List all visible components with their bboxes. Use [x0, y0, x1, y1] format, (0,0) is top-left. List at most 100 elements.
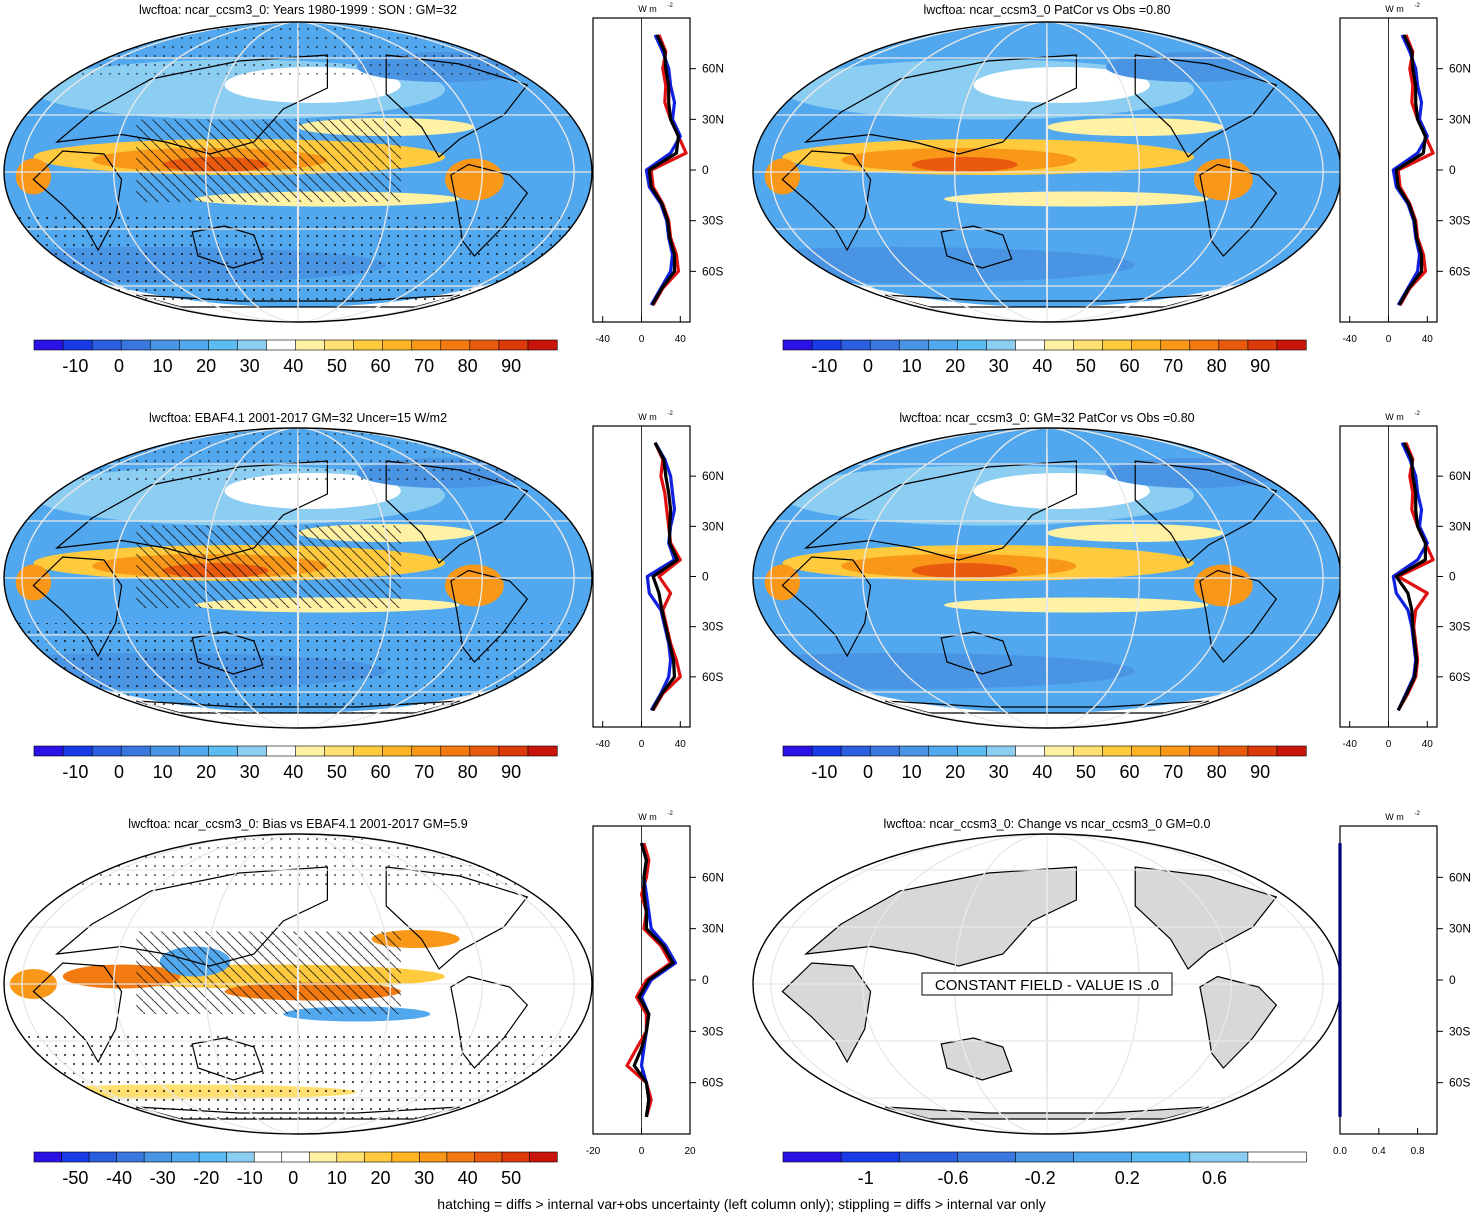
- profile-series-line: [1394, 442, 1428, 712]
- profile-obs-clim: -40 0 40 60N 30N 0 30S 60S W m -2: [592, 411, 724, 750]
- units-exponent: -2: [668, 811, 674, 817]
- meridian: [205, 428, 391, 728]
- colorbar-swatch: [869, 745, 900, 757]
- colorbar-swatch: [116, 1151, 145, 1163]
- lat-tick-label: 60S: [702, 1076, 723, 1090]
- colorbar-tick-label: 20: [196, 762, 216, 782]
- meridian: [113, 428, 483, 728]
- lat-tick-label: 60N: [702, 62, 724, 76]
- colorbar-swatch: [208, 745, 238, 757]
- coastline: [1134, 460, 1278, 564]
- colorbar-swatch: [1073, 745, 1104, 757]
- colorbar-swatch: [33, 745, 64, 757]
- colorbar-model-clim-2: -10 0 10 20 30 40 50 60 70 80 90: [782, 339, 1307, 376]
- profile-series-line: [1391, 34, 1429, 306]
- meridian: [862, 428, 1232, 728]
- colorbar-swatch: [1015, 745, 1046, 757]
- x-tick-label: -40: [1342, 739, 1357, 750]
- colorbar-swatch: [411, 339, 442, 351]
- colorbar-swatch: [840, 339, 871, 351]
- footnote: hatching = diffs > internal var+obs unce…: [437, 1196, 1046, 1212]
- lat-tick-label: 60S: [1449, 670, 1470, 684]
- panel-title-obs-clim: lwcftoa: EBAF4.1 2001-2017 GM=32 Uncer=1…: [149, 411, 447, 425]
- colorbar-tick-label: 70: [1163, 356, 1183, 376]
- field-region: [973, 473, 1150, 509]
- colorbar-tick-label: -10: [62, 762, 88, 782]
- field-region: [224, 473, 401, 509]
- x-tick-label: 40: [675, 739, 687, 750]
- x-tick-label: 40: [1422, 334, 1434, 345]
- lat-tick-label: 60S: [1449, 1076, 1470, 1090]
- colorbar-swatch: [120, 339, 151, 351]
- colorbar-tick-label: 40: [1032, 356, 1052, 376]
- colorbar-swatch: [1015, 1151, 1075, 1163]
- colorbar-swatch: [1247, 1151, 1307, 1163]
- colorbar-tick-label: -0.6: [937, 1168, 968, 1188]
- profile-change: 0.0 0.4 0.8 60N 30N 0 30S 60S W m -2: [1333, 811, 1471, 1157]
- colorbar-tick-label: 30: [240, 762, 260, 782]
- colorbar-swatch: [120, 745, 151, 757]
- colorbar-swatch: [1073, 339, 1104, 351]
- x-tick-label: -40: [595, 739, 610, 750]
- meridian: [770, 428, 1324, 728]
- lat-tick-label: 60S: [702, 264, 723, 278]
- colorbar-tick-label: 40: [283, 356, 303, 376]
- colorbar-tick-label: 90: [501, 762, 521, 782]
- lat-tick-label: 30S: [1449, 1024, 1470, 1038]
- x-tick-label: 0: [1386, 334, 1392, 345]
- colorbar-swatch: [440, 339, 471, 351]
- colorbar-change: -1 -0.6 -0.2 0.2 0.6: [782, 1151, 1307, 1188]
- coastline: [885, 294, 1209, 308]
- colorbar-swatch: [469, 745, 500, 757]
- coastline: [940, 631, 1013, 675]
- map-bias: [3, 833, 593, 1135]
- colorbar-tick-label: 20: [945, 356, 965, 376]
- field-region: [753, 653, 1136, 689]
- colorbar-tick-label: 80: [458, 762, 478, 782]
- colorbar-swatch: [501, 1151, 531, 1163]
- lat-tick-label: 60S: [702, 670, 723, 684]
- colorbar-tick-label: 80: [1207, 356, 1227, 376]
- colorbar-tick-label: -0.2: [1025, 1168, 1056, 1188]
- colorbar-obs-clim: -10 0 10 20 30 40 50 60 70 80 90: [33, 745, 558, 782]
- coastline: [781, 556, 872, 658]
- colorbar-bias: -50 -40 -30 -20 -10 0 10 20 30 40 50: [33, 1151, 558, 1188]
- colorbar-swatch: [986, 339, 1017, 351]
- panel-title-model-clim: lwcftoa: ncar_ccsm3_0: Years 1980-1999 :…: [139, 3, 457, 17]
- field-region: [764, 158, 801, 195]
- colorbar-swatch: [353, 745, 384, 757]
- x-tick-label: 0: [639, 1146, 645, 1157]
- field-region: [973, 67, 1150, 103]
- x-tick-label: 40: [675, 334, 687, 345]
- lat-tick-label: 30S: [1449, 620, 1470, 634]
- colorbar-tick-label: 60: [370, 356, 390, 376]
- colorbar-tick-label: 70: [1163, 762, 1183, 782]
- profile-series-line: [632, 842, 675, 1118]
- colorbar-swatch: [1073, 1151, 1133, 1163]
- colorbar-swatch: [469, 339, 500, 351]
- profile-frame: [1339, 825, 1438, 1135]
- colorbar-tick-label: 20: [370, 1168, 390, 1188]
- colorbar-swatch: [1044, 339, 1075, 351]
- colorbar-swatch: [88, 1151, 118, 1163]
- field-region: [1105, 52, 1283, 82]
- meridian: [21, 428, 575, 728]
- coastline: [804, 54, 1078, 155]
- profile-series-line: [644, 34, 682, 306]
- colorbar-swatch: [1189, 339, 1220, 351]
- colorbar-swatch: [281, 1151, 310, 1163]
- colorbar-swatch: [324, 339, 355, 351]
- colorbar-swatch: [1189, 1151, 1249, 1163]
- colorbar-swatch: [1044, 745, 1075, 757]
- colorbar-swatch: [295, 745, 326, 757]
- meridian: [205, 22, 391, 322]
- hatching-overlay: [136, 119, 401, 202]
- map-model-clim-3: [752, 427, 1342, 729]
- colorbar-tick-label: 50: [501, 1168, 521, 1188]
- map-border: [3, 21, 593, 323]
- colorbar-tick-label: 50: [327, 356, 347, 376]
- field-region: [15, 158, 52, 195]
- colorbar-swatch: [364, 1151, 393, 1163]
- colorbar-swatch: [391, 1151, 420, 1163]
- colorbar-tick-label: 70: [414, 762, 434, 782]
